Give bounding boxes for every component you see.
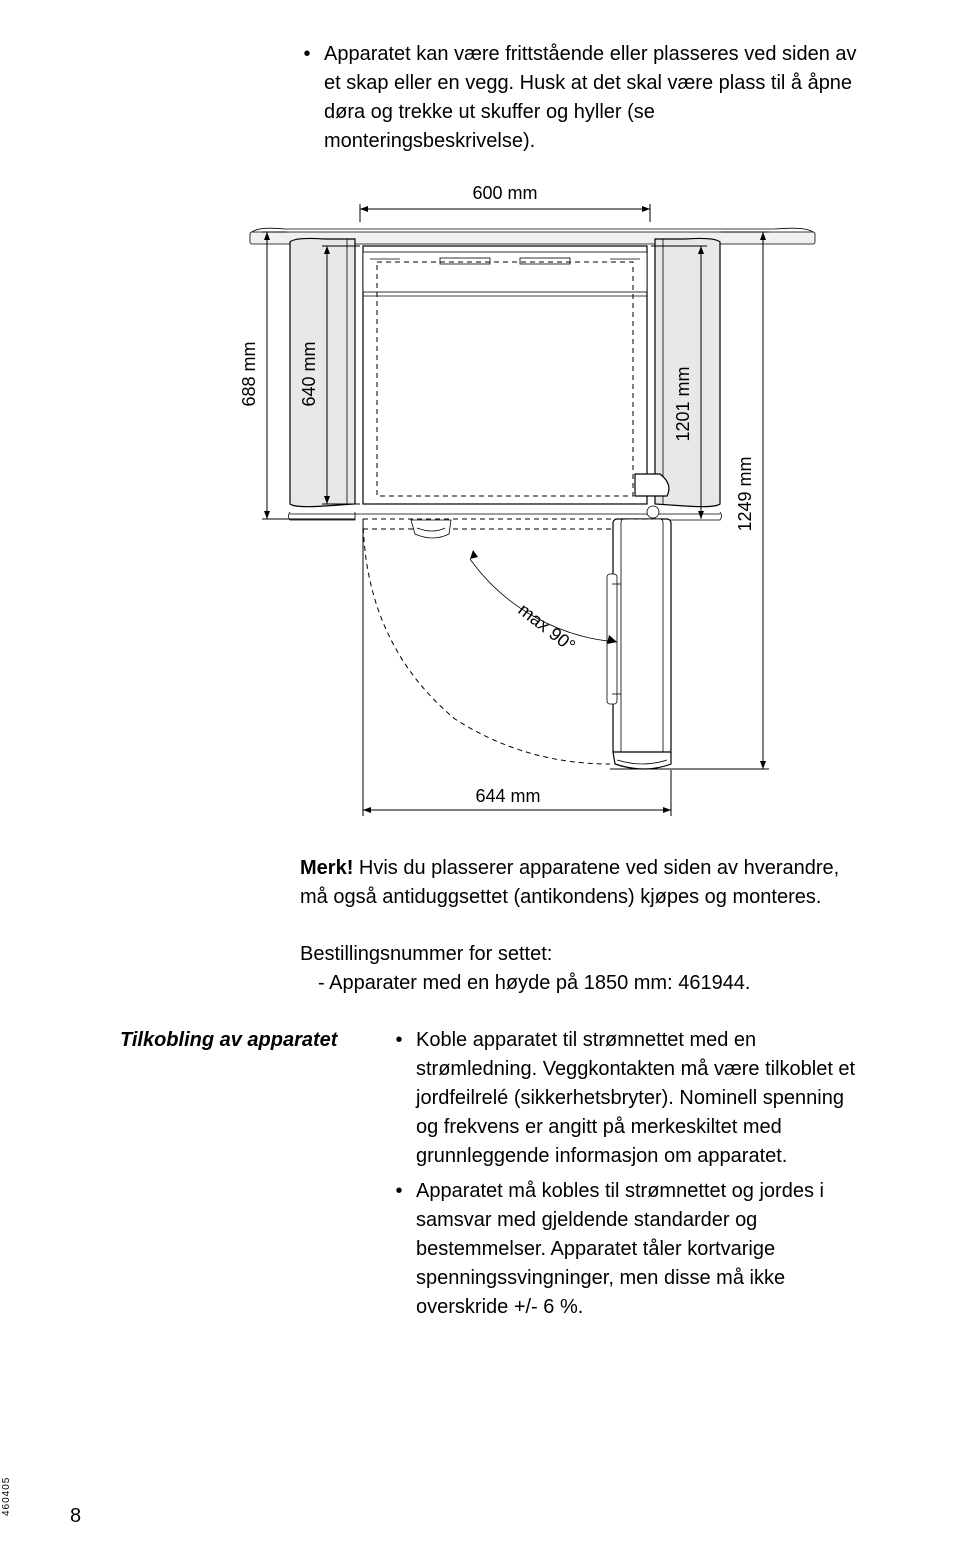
merk-bold: Merk! <box>300 857 353 879</box>
bullet-marker: • <box>392 1177 406 1322</box>
dim-bottom-label: 644 mm <box>475 786 540 806</box>
order-block: Bestillingsnummer for settet: - Apparate… <box>300 940 870 998</box>
merk-text: Hvis du plasserer apparatene ved siden a… <box>300 857 839 908</box>
bullet-marker: • <box>300 40 314 156</box>
tilkobling-text-1: Koble apparatet til strømnettet med en s… <box>416 1026 870 1171</box>
dim-right-outer-label: 1249 mm <box>735 456 755 531</box>
dim-top-label: 600 mm <box>472 183 537 203</box>
page-number: 8 <box>70 1505 81 1528</box>
order-item: - Apparater med en høyde på 1850 mm: 461… <box>318 969 870 998</box>
dimensions-diagram: 600 mm <box>215 174 855 824</box>
document-id: 460405 <box>1 1477 12 1516</box>
tilkobling-text-2: Apparatet må kobles til strømnettet og j… <box>416 1177 870 1322</box>
tilkobling-bullet-1: • Koble apparatet til strømnettet med en… <box>392 1026 870 1171</box>
tilkobling-bullet-2: • Apparatet må kobles til strømnettet og… <box>392 1177 870 1322</box>
order-title: Bestillingsnummer for settet: <box>300 940 870 969</box>
merk-paragraph: Merk! Hvis du plasserer apparatene ved s… <box>300 854 870 912</box>
section-heading: Tilkobling av apparatet <box>120 1026 380 1328</box>
bullet-marker: • <box>392 1026 406 1171</box>
dim-right-inner-label: 1201 mm <box>673 366 693 441</box>
dim-left1-label: 688 mm <box>239 341 259 406</box>
intro-text: Apparatet kan være frittstående eller pl… <box>324 40 870 156</box>
arc-label: max 90° <box>515 599 580 656</box>
intro-bullet: • Apparatet kan være frittstående eller … <box>300 40 870 156</box>
dim-left2-label: 640 mm <box>299 341 319 406</box>
